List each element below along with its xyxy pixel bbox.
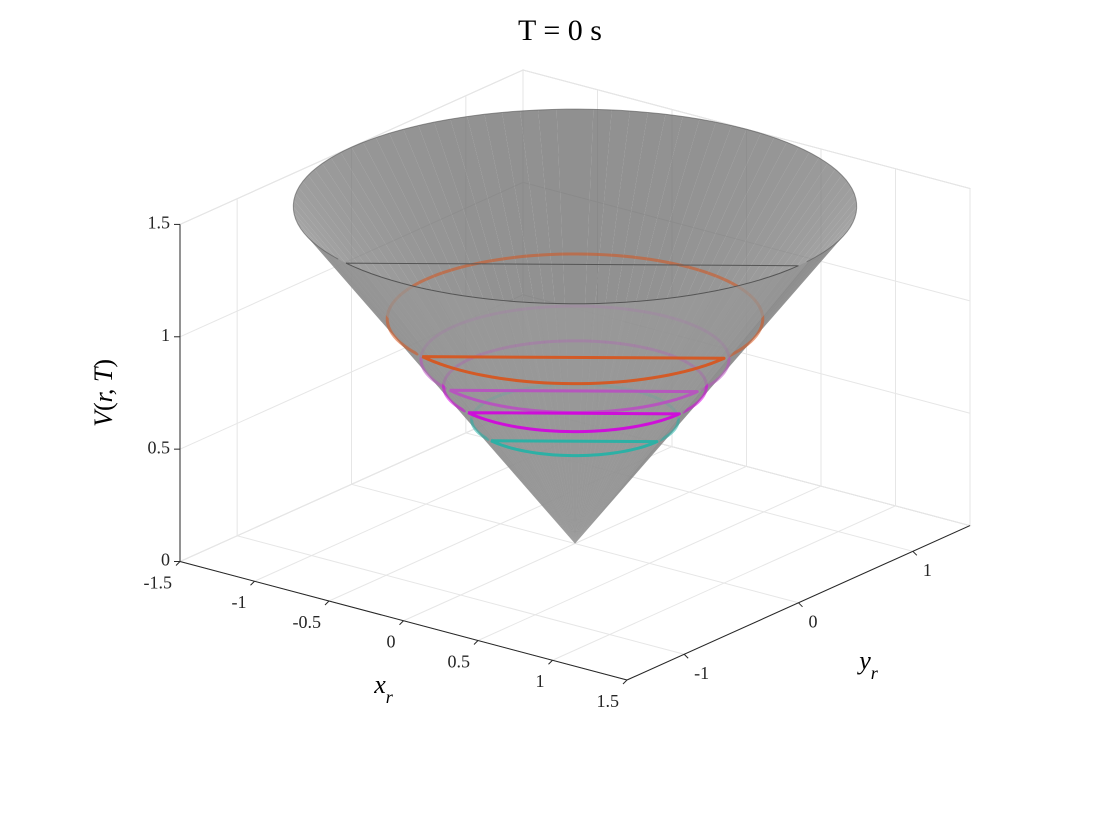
svg-text:1: 1: [923, 560, 932, 580]
svg-text:-0.5: -0.5: [293, 612, 322, 632]
svg-text:1.5: 1.5: [148, 213, 171, 233]
x-axis-label: xr: [373, 670, 394, 707]
z-axis-label: V(r, T): [89, 359, 118, 427]
svg-text:-1: -1: [694, 663, 709, 683]
svg-text:0: 0: [809, 612, 818, 632]
svg-text:1: 1: [536, 671, 545, 691]
svg-text:1.5: 1.5: [597, 691, 620, 711]
svg-text:-1: -1: [232, 592, 247, 612]
svg-text:0: 0: [161, 550, 170, 570]
y-axis-label: yr: [856, 646, 879, 683]
svg-text:1: 1: [161, 325, 170, 345]
svg-text:0: 0: [387, 632, 396, 652]
svg-text:0.5: 0.5: [148, 437, 171, 457]
svg-text:0.5: 0.5: [448, 651, 471, 671]
figure-root: -1.5 -1 -0.5 0 0.5 1 1.5 -1 0 1 0 0.5 1 1.5 xr yr V(r, T…: [0, 0, 1120, 840]
plot-3d: -1.5 -1 -0.5 0 0.5 1 1.5 -1 0 1 0 0.5 1 1.5 xr yr V(r, T…: [0, 0, 1120, 840]
svg-text:-1.5: -1.5: [144, 572, 173, 592]
plot-title: T = 0 s: [518, 14, 602, 47]
